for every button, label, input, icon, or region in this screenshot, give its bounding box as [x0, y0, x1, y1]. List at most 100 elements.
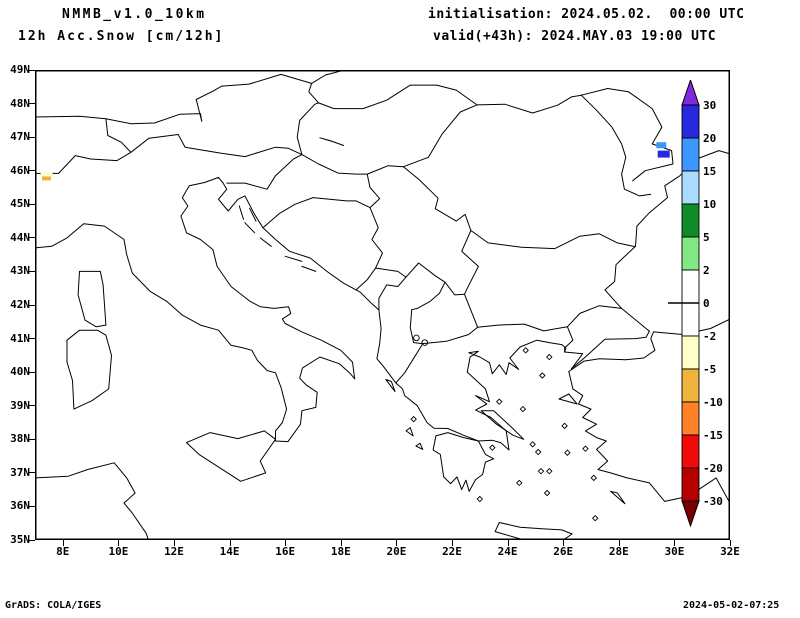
- lon-label-20E: 20E: [386, 545, 407, 558]
- crete-island: [494, 522, 573, 540]
- colorbar-label-2: 2: [703, 264, 710, 277]
- island-dot: [496, 398, 503, 405]
- slovenia-croatia-border: [226, 154, 303, 190]
- lon-tick-24E: [507, 540, 509, 546]
- lat-label-48N: 48N: [10, 96, 30, 110]
- colorbar-top-arrow: [681, 78, 700, 106]
- lat-tick-42N: [28, 304, 35, 306]
- valid-time-label: valid(+43h): 2024.MAY.03 19:00 UTC: [433, 29, 717, 44]
- austria-hungary-border: [296, 102, 320, 156]
- lon-label-10E: 10E: [108, 545, 129, 558]
- italy-coast: [35, 176, 356, 443]
- colorbar-segment--15: [681, 434, 700, 469]
- lat-label-40N: 40N: [10, 365, 30, 379]
- init-time-label: initialisation: 2024.05.02. 00:00 UTC: [428, 7, 745, 22]
- adriatic-island-4: [284, 255, 303, 262]
- model-title: NMMB_v1.0_10km: [62, 7, 207, 22]
- marmara-south-coast: [568, 331, 656, 372]
- swiss-austria-border: [105, 118, 132, 153]
- bosnia-serbia-border: [355, 207, 383, 291]
- lat-tick-45N: [28, 203, 35, 205]
- lat-tick-35N: [28, 539, 35, 541]
- colorbar-segment-15: [681, 170, 700, 205]
- lat-tick-46N: [28, 170, 35, 172]
- colorbar-label--20: -20: [703, 462, 723, 475]
- adriatic-island-2: [244, 222, 256, 234]
- lon-label-26E: 26E: [553, 545, 574, 558]
- lon-label-22E: 22E: [442, 545, 462, 558]
- map-frame: [35, 70, 730, 540]
- colorbar-segment--2: [681, 335, 700, 370]
- lon-tick-8E: [62, 540, 64, 546]
- island-dot: [529, 441, 536, 448]
- colorbar-segment--5: [681, 368, 700, 403]
- lat-label-41N: 41N: [10, 331, 30, 345]
- island-dot: [564, 449, 571, 456]
- colorbar: 30 20 15 10 5 2 0 -2 -5 -10 -15 -20 -30: [668, 78, 732, 530]
- island-dot: [543, 489, 551, 497]
- map-frame-border: [35, 70, 730, 540]
- romania-bulgaria-border: [470, 230, 636, 250]
- lat-tick-39N: [28, 405, 35, 407]
- lon-label-14E: 14E: [219, 545, 240, 558]
- island-dot: [522, 347, 529, 354]
- sardinia-island: [66, 329, 112, 410]
- albania-greece-west-coast: [376, 309, 479, 442]
- alps-border: [35, 134, 303, 174]
- lake-balaton: [319, 137, 345, 146]
- corfu-island: [385, 379, 396, 393]
- lat-label-43N: 43N: [10, 264, 30, 278]
- island-dot: [539, 372, 546, 379]
- snow-speck: [657, 150, 670, 158]
- albania-greece-border: [395, 343, 424, 384]
- istria-dalmatia-coast: [218, 182, 380, 311]
- lake-outline: [421, 339, 429, 346]
- lon-label-12E: 12E: [164, 545, 184, 558]
- colorbar-segment-0: [681, 302, 700, 337]
- map-canvas: [35, 70, 730, 540]
- colorbar-label-30: 30: [703, 99, 716, 112]
- island-dot: [537, 467, 545, 475]
- island-dot: [410, 415, 417, 423]
- lon-tick-28E: [618, 540, 620, 546]
- albania-macedonia-border: [409, 309, 424, 345]
- colorbar-segment--10: [681, 401, 700, 436]
- lon-tick-32E: [730, 540, 731, 546]
- island-dot: [546, 353, 553, 361]
- creation-timestamp: 2024-05-02-07:25: [683, 600, 780, 611]
- lon-tick-14E: [229, 540, 231, 546]
- romania-moldova-border: [580, 94, 652, 197]
- lat-tick-49N: [28, 69, 35, 71]
- lon-label-28E: 28E: [608, 545, 629, 558]
- colorbar-segment-5: [681, 236, 700, 271]
- lon-tick-12E: [174, 540, 175, 546]
- rhodes-island: [610, 490, 626, 505]
- island-dot: [582, 445, 589, 452]
- island-dot: [489, 444, 496, 451]
- serbia-bulgaria-border: [461, 230, 479, 295]
- lon-label-32E: 32E: [720, 545, 740, 558]
- colorbar-segment-30: [681, 104, 700, 139]
- lon-label-8E: 8E: [56, 545, 70, 558]
- colorbar-label--15: -15: [703, 429, 723, 442]
- lat-label-45N: 45N: [10, 197, 30, 211]
- colorbar-segment--20: [681, 467, 700, 502]
- czech-slovakia-border: [311, 70, 345, 84]
- montenegro-kosovo-albania-border: [375, 267, 407, 311]
- island-dot: [546, 467, 553, 475]
- lat-label-47N: 47N: [10, 130, 30, 144]
- bulgaria-greece-border: [477, 323, 568, 332]
- colorbar-label--5: -5: [703, 363, 716, 376]
- lon-tick-26E: [563, 540, 565, 546]
- lat-label-46N: 46N: [10, 163, 30, 177]
- lat-tick-44N: [28, 237, 35, 239]
- macedonia-greece-border: [422, 326, 479, 345]
- colorbar-label--30: -30: [703, 495, 723, 508]
- island-dot: [561, 422, 568, 430]
- lat-label-39N: 39N: [10, 398, 30, 412]
- colorbar-label-5: 5: [703, 231, 710, 244]
- macedonia-serbia-border: [444, 281, 465, 296]
- lat-label-49N: 49N: [10, 63, 30, 76]
- sicily-island: [186, 430, 276, 482]
